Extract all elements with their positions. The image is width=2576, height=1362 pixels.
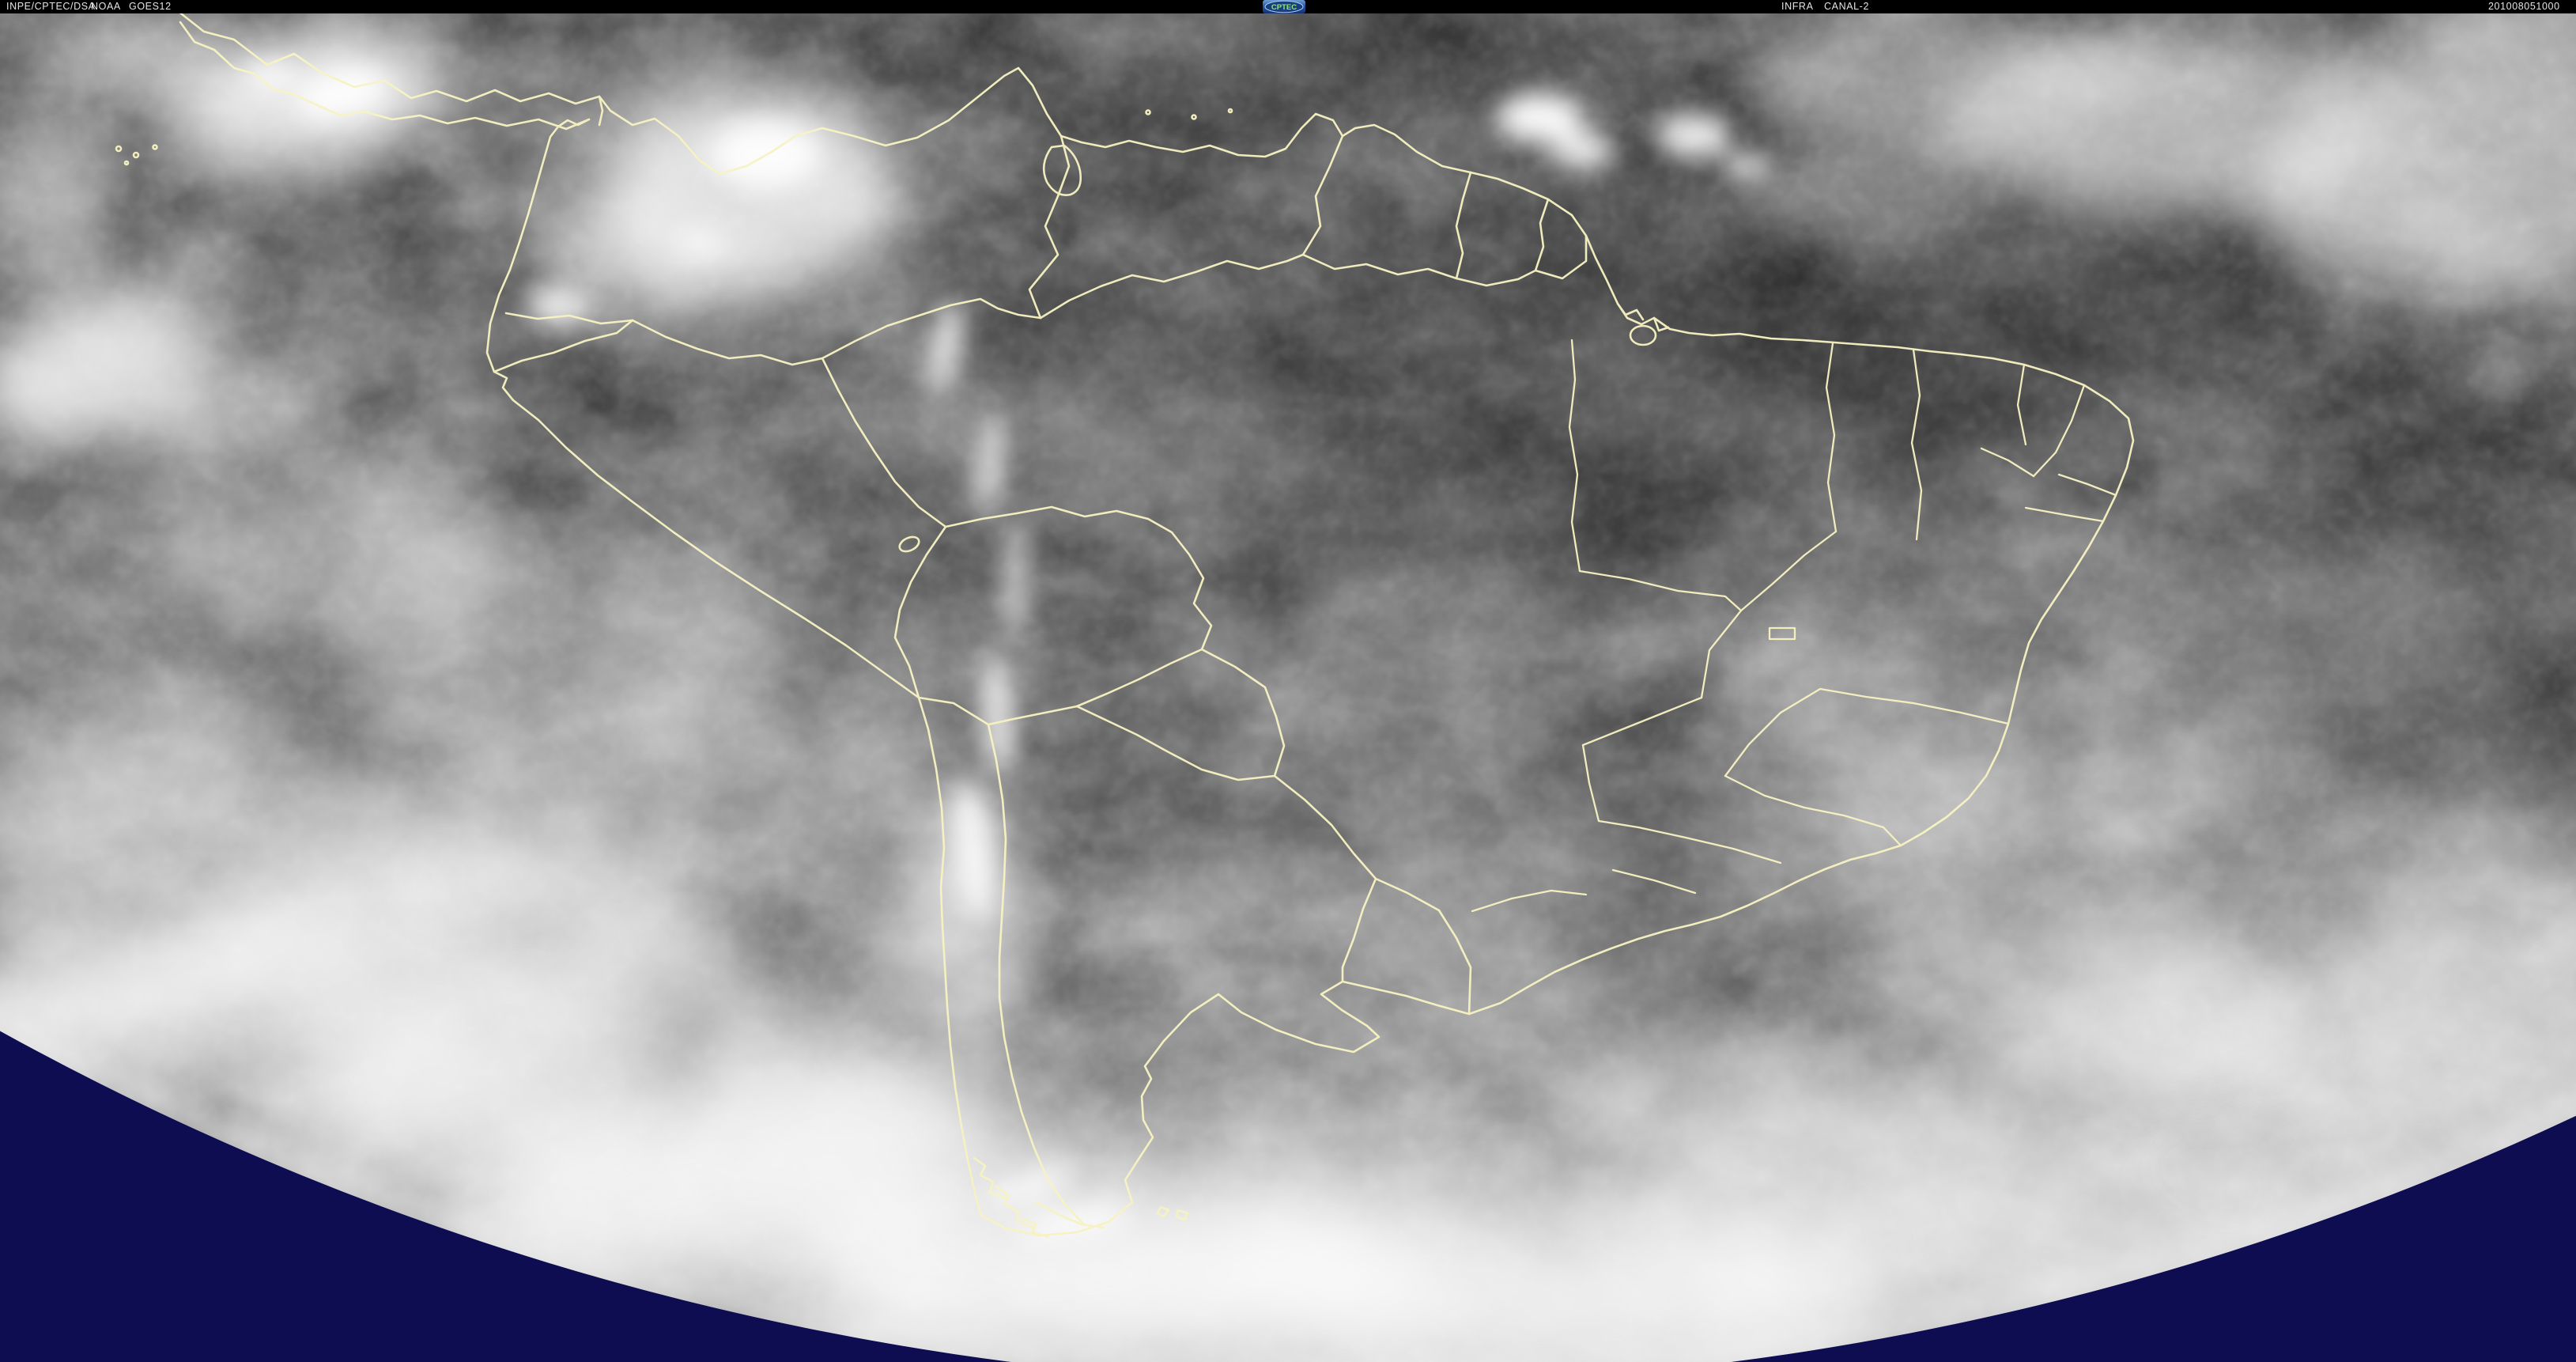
- map-borders-overlay: [115, 9, 2135, 1239]
- noaa-label: NOAA: [91, 1, 121, 12]
- cptec-logo: CPTEC: [1263, 0, 1305, 13]
- satellite-label: GOES12: [129, 1, 172, 12]
- channel-label: CANAL-2: [1824, 1, 1869, 12]
- islands-and-lakes: [115, 108, 1670, 1239]
- cptec-logo-graphic: CPTEC: [1264, 0, 1304, 13]
- state-borders: [1471, 339, 2117, 913]
- cptec-logo-text: CPTEC: [1271, 3, 1297, 12]
- timestamp-label: 201008051000: [2488, 1, 2560, 12]
- band-label: INFRA: [1781, 1, 1814, 12]
- header-bar: INPE/CPTEC/DSA NOAA GOES12 CPTEC INFRA C…: [0, 0, 2576, 13]
- agency-label: INPE/CPTEC/DSA: [6, 1, 96, 12]
- country-borders: [493, 95, 1588, 1227]
- coastline: [176, 9, 2135, 1237]
